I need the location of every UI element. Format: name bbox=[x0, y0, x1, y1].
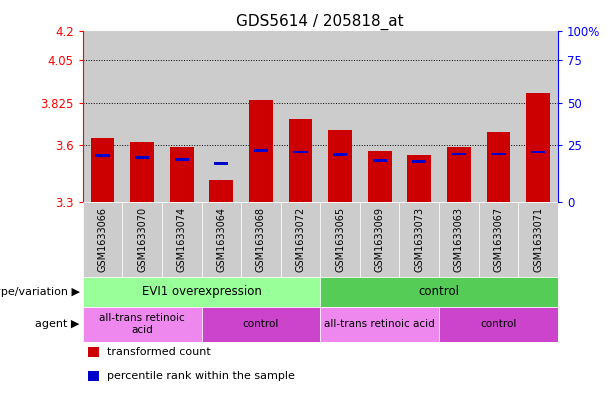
Bar bbox=[439, 202, 479, 277]
Bar bbox=[83, 31, 123, 202]
Bar bbox=[281, 202, 321, 277]
Bar bbox=[321, 307, 439, 342]
Text: all-trans retinoic
acid: all-trans retinoic acid bbox=[99, 314, 185, 335]
Bar bbox=[96, 154, 110, 157]
Bar bbox=[412, 160, 427, 163]
Bar bbox=[135, 156, 150, 159]
Text: percentile rank within the sample: percentile rank within the sample bbox=[107, 371, 294, 381]
Text: GSM1633067: GSM1633067 bbox=[493, 207, 503, 272]
Bar bbox=[439, 31, 479, 202]
Text: GSM1633063: GSM1633063 bbox=[454, 207, 464, 272]
Bar bbox=[439, 307, 558, 342]
Text: GSM1633073: GSM1633073 bbox=[414, 207, 424, 272]
Title: GDS5614 / 205818_at: GDS5614 / 205818_at bbox=[237, 14, 404, 30]
Bar bbox=[333, 154, 347, 156]
Bar bbox=[281, 31, 321, 202]
Bar bbox=[373, 159, 387, 162]
Bar bbox=[123, 202, 162, 277]
Bar bbox=[170, 147, 194, 202]
Bar bbox=[408, 155, 431, 202]
Bar bbox=[83, 307, 202, 342]
Bar bbox=[175, 158, 189, 161]
Text: GSM1633068: GSM1633068 bbox=[256, 207, 266, 272]
Bar bbox=[321, 202, 360, 277]
Bar bbox=[289, 119, 313, 202]
Bar bbox=[328, 130, 352, 202]
Bar bbox=[518, 31, 558, 202]
Bar bbox=[492, 152, 506, 155]
Bar bbox=[162, 31, 202, 202]
Text: genotype/variation ▶: genotype/variation ▶ bbox=[0, 287, 80, 297]
Bar bbox=[241, 202, 281, 277]
Bar bbox=[294, 151, 308, 154]
Bar bbox=[88, 347, 99, 358]
Text: GSM1633066: GSM1633066 bbox=[97, 207, 107, 272]
Bar bbox=[202, 31, 241, 202]
Bar bbox=[321, 277, 558, 307]
Bar bbox=[91, 138, 115, 202]
Text: GSM1633072: GSM1633072 bbox=[295, 207, 305, 272]
Bar bbox=[526, 93, 550, 202]
Bar bbox=[400, 31, 439, 202]
Bar bbox=[83, 202, 123, 277]
Bar bbox=[452, 152, 466, 155]
Bar bbox=[531, 151, 545, 154]
Text: EVI1 overexpression: EVI1 overexpression bbox=[142, 285, 262, 298]
Bar bbox=[368, 151, 392, 202]
Bar bbox=[249, 100, 273, 202]
Bar bbox=[214, 162, 229, 165]
Bar bbox=[88, 371, 99, 381]
Bar bbox=[321, 31, 360, 202]
Text: GSM1633070: GSM1633070 bbox=[137, 207, 147, 272]
Bar bbox=[400, 202, 439, 277]
Bar bbox=[162, 202, 202, 277]
Text: all-trans retinoic acid: all-trans retinoic acid bbox=[324, 319, 435, 329]
Text: GSM1633064: GSM1633064 bbox=[216, 207, 226, 272]
Bar bbox=[518, 202, 558, 277]
Bar bbox=[479, 202, 518, 277]
Bar bbox=[202, 307, 321, 342]
Text: GSM1633065: GSM1633065 bbox=[335, 207, 345, 272]
Text: GSM1633074: GSM1633074 bbox=[177, 207, 187, 272]
Bar bbox=[479, 31, 518, 202]
Bar bbox=[487, 132, 510, 202]
Bar bbox=[360, 202, 400, 277]
Bar bbox=[360, 31, 400, 202]
Text: transformed count: transformed count bbox=[107, 347, 210, 357]
Bar bbox=[210, 180, 233, 202]
Bar bbox=[241, 31, 281, 202]
Text: control: control bbox=[480, 319, 517, 329]
Text: GSM1633071: GSM1633071 bbox=[533, 207, 543, 272]
Text: control: control bbox=[419, 285, 460, 298]
Bar bbox=[123, 31, 162, 202]
Bar bbox=[83, 277, 321, 307]
Bar bbox=[447, 147, 471, 202]
Bar bbox=[202, 202, 241, 277]
Bar bbox=[254, 149, 268, 152]
Text: agent ▶: agent ▶ bbox=[36, 319, 80, 329]
Text: control: control bbox=[243, 319, 279, 329]
Text: GSM1633069: GSM1633069 bbox=[375, 207, 385, 272]
Bar bbox=[131, 141, 154, 202]
